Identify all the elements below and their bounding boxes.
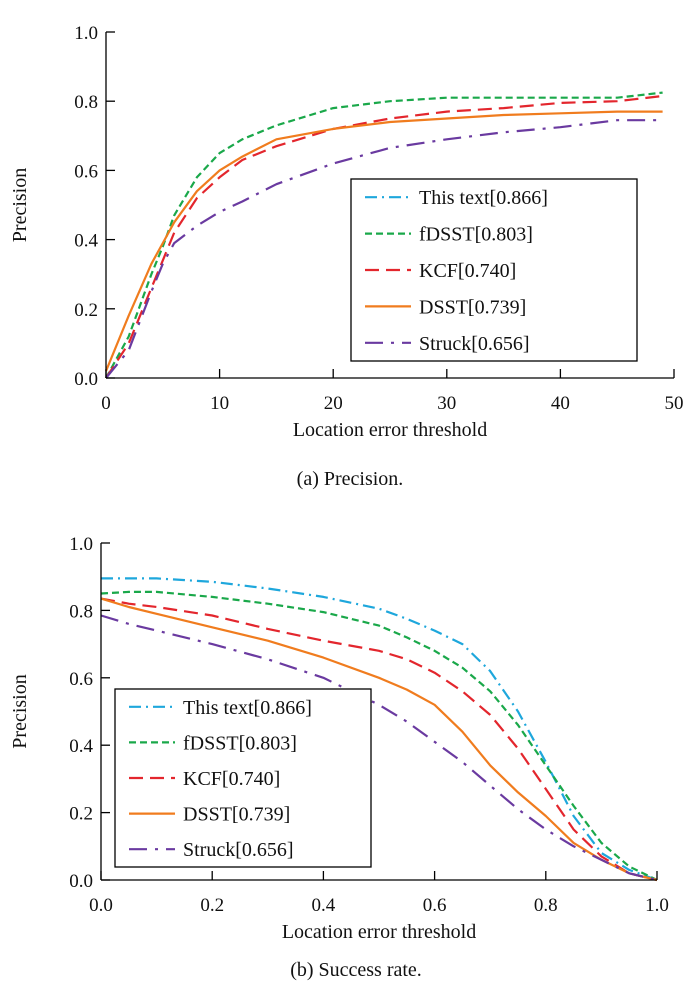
y-tick-label: 0.8 [69, 601, 93, 622]
legend-label-1: fDSST[0.803] [419, 224, 533, 246]
series-line-2 [105, 94, 663, 379]
legend-label-3: DSST[0.739] [183, 804, 290, 826]
y-tick-label: 0.0 [69, 871, 93, 892]
x-axis-title: Location error threshold [293, 419, 487, 441]
legend-label-4: Struck[0.656] [419, 333, 530, 355]
legend-label-0: This text[0.866] [183, 697, 312, 719]
y-tick-label: 0.6 [69, 669, 93, 690]
x-tick-label: 0.4 [312, 895, 336, 916]
y-tick-label: 0.4 [74, 231, 98, 252]
figure-caption: (b) Success rate. [290, 959, 422, 981]
legend-label-2: KCF[0.740] [183, 768, 280, 790]
x-axis-title: Location error threshold [282, 921, 476, 943]
series-line-2 [100, 597, 658, 882]
legend-label-3: DSST[0.739] [419, 296, 526, 318]
y-tick-label: 0.2 [69, 804, 93, 825]
x-tick-label: 0.2 [200, 895, 224, 916]
series-line-1 [100, 590, 658, 881]
x-tick-label: 0.0 [89, 895, 113, 916]
series-line-0 [101, 577, 658, 882]
series-line-3 [104, 110, 663, 372]
x-tick-label: 20 [324, 393, 343, 414]
y-tick-label: 0.6 [74, 161, 98, 182]
x-tick-label: 30 [437, 393, 456, 414]
precision-chart: 0.0 0.2 0.4 0.6 0.8 1.0 0 10 20 30 40 50 Location er… [9, 23, 684, 490]
x-tick-label: 0.6 [423, 895, 447, 916]
series-line-4 [105, 119, 663, 379]
figure-caption: (a) Precision. [297, 468, 404, 490]
x-tick-label: 0 [101, 393, 111, 414]
legend-label-4: Struck[0.656] [183, 839, 294, 861]
legend: This text[0.866] fDSST[0.803] KCF[0.740] DS… [114, 688, 372, 868]
y-tick-label: 0.2 [74, 300, 98, 321]
y-tick-label: 0.4 [69, 736, 93, 757]
x-tick-label: 1.0 [645, 895, 669, 916]
y-tick-label: 1.0 [74, 23, 98, 44]
success-rate-chart: 0.0 0.2 0.4 0.6 0.8 1.0 0.0 0.2 0.4 0.6 0.8 1.0 Loca… [9, 534, 669, 981]
legend-label-0: This text[0.866] [419, 187, 548, 209]
series-line-1 [105, 91, 663, 379]
legend-label-1: fDSST[0.803] [183, 732, 297, 754]
x-tick-label: 0.8 [534, 895, 558, 916]
x-tick-label: 50 [665, 393, 684, 414]
legend: This text[0.866] fDSST[0.803] KCF[0.740] DS… [350, 178, 638, 362]
y-tick-label: 0.0 [74, 369, 98, 390]
series-line-4 [100, 614, 658, 882]
legend-label-2: KCF[0.740] [419, 260, 516, 282]
y-tick-label: 1.0 [69, 534, 93, 555]
x-tick-label: 40 [551, 393, 570, 414]
y-axis-title: Precision [9, 168, 31, 242]
y-axis-title: Precision [9, 674, 31, 748]
x-tick-label: 10 [210, 393, 229, 414]
series-line-3 [100, 597, 658, 882]
y-tick-label: 0.8 [74, 92, 98, 113]
